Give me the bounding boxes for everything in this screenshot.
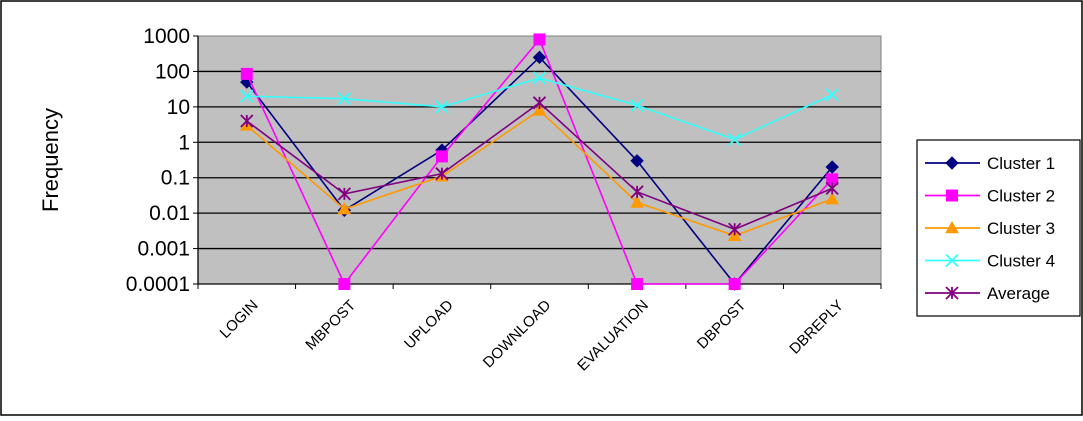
y-tick-label: 0.01 <box>149 202 190 225</box>
data-point <box>533 33 546 46</box>
series-cluster-4 <box>240 71 839 147</box>
data-point <box>630 195 644 208</box>
data-point <box>631 278 644 290</box>
data-point <box>240 67 253 80</box>
data-point <box>338 278 351 290</box>
data-point <box>532 71 547 85</box>
series-cluster-2 <box>240 33 839 290</box>
data-point <box>825 181 839 196</box>
data-point <box>337 202 352 215</box>
data-point <box>435 150 448 163</box>
legend-entry: Cluster 3 <box>925 219 1055 238</box>
data-point <box>532 103 547 116</box>
data-point <box>532 96 547 110</box>
data-point <box>337 187 351 201</box>
y-tick-label: 0.001 <box>137 238 190 261</box>
legend-marker <box>946 189 958 202</box>
y-tick-label: 0.0001 <box>126 273 190 296</box>
y-tick-label: 0.1 <box>161 167 190 190</box>
legend-label: Cluster 4 <box>987 252 1055 271</box>
data-point <box>630 98 644 113</box>
legend-entry: Cluster 4 <box>925 252 1055 271</box>
data-point <box>240 89 254 103</box>
data-point <box>532 50 547 65</box>
plot-area <box>197 35 882 285</box>
legend-label: Cluster 2 <box>987 187 1055 206</box>
legend: Cluster 1 Cluster 2 Cluster 3 Cluster 4 Aver… <box>916 139 1081 317</box>
data-point <box>825 160 839 174</box>
y-tick-label: 1000 <box>143 25 190 48</box>
series <box>239 33 840 291</box>
legend-marker <box>945 286 959 300</box>
y-tick-label: 100 <box>155 60 190 83</box>
data-point <box>337 92 351 106</box>
legend-entry: Average <box>925 284 1050 303</box>
data-point <box>435 100 449 114</box>
data-point <box>825 192 840 205</box>
data-point <box>728 222 742 236</box>
y-tick-label: 10 <box>167 96 190 119</box>
legend-marker <box>945 156 959 170</box>
y-tick-label: 1 <box>178 131 190 154</box>
legend-label: Cluster 3 <box>987 219 1055 238</box>
legend-entry: Cluster 1 <box>925 154 1055 173</box>
data-point <box>630 154 644 168</box>
legend-label: Cluster 1 <box>987 154 1055 173</box>
data-point <box>630 185 644 199</box>
data-point <box>240 114 254 128</box>
data-point <box>825 88 839 102</box>
legend-marker <box>945 253 959 268</box>
legend-marker <box>945 220 959 234</box>
data-point <box>728 132 742 147</box>
y-tick-labels: 1000 100 10 1 0.1 0.01 0.001 0.0001 <box>126 25 190 296</box>
series-average <box>240 96 839 236</box>
data-point <box>435 167 449 181</box>
y-axis-title: Frequency <box>38 108 63 212</box>
data-point <box>728 278 741 290</box>
legend-entry: Cluster 2 <box>925 187 1055 206</box>
legend-label: Average <box>987 284 1050 303</box>
